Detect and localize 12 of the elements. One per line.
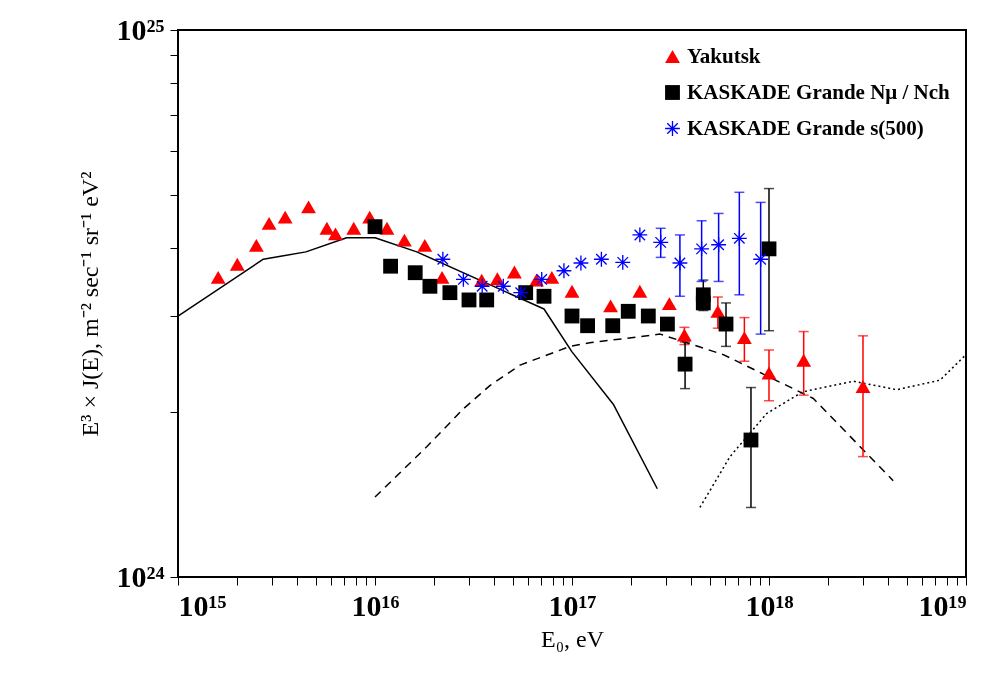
x-tick-label: 10¹⁸	[745, 588, 794, 622]
x-tick-label: 10¹⁵	[178, 588, 227, 622]
x-tick-label: 10¹⁷	[548, 588, 597, 622]
legend-label: Yakutsk	[687, 43, 761, 68]
y-tick-label: 10²⁴	[116, 559, 165, 593]
x-tick-label: 10¹⁹	[918, 588, 967, 622]
y-axis-title: E³ × J(E), m⁻² sec⁻¹ sr⁻¹ eV²	[76, 171, 103, 437]
x-tick-label: 10¹⁶	[351, 588, 400, 622]
y-tick-label: 10²⁵	[116, 12, 165, 46]
legend-label: KASKADE Grande s(500)	[687, 115, 924, 140]
x-axis-title: E₀, eV	[540, 625, 605, 652]
legend-label: KASKADE Grande Nμ / Nch	[687, 79, 951, 104]
